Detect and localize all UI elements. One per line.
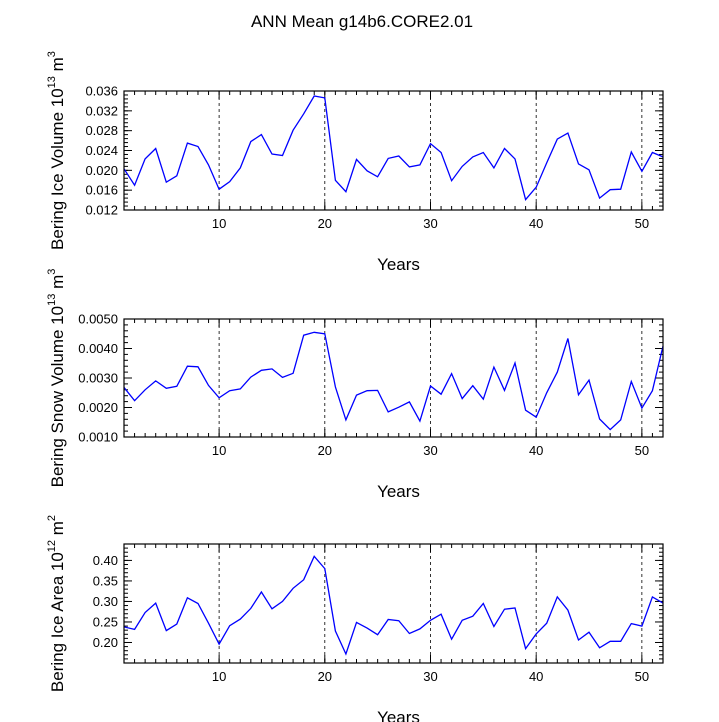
x-tick-label: 40 xyxy=(529,443,543,458)
x-tick-label: 50 xyxy=(635,443,649,458)
plot-frame xyxy=(123,318,664,438)
x-tick-label: 50 xyxy=(635,216,649,231)
y-tick-label: 0.0050 xyxy=(78,312,118,327)
y-axis-label: Bering Snow Volume 1013 m3 xyxy=(46,269,67,488)
chart-title: ANN Mean g14b6.CORE2.01 xyxy=(251,12,473,31)
x-tick-label: 30 xyxy=(423,216,437,231)
y-axis-label-text: Bering Snow Volume 10 xyxy=(48,306,67,487)
y-axis-label-unit: m xyxy=(48,521,67,540)
y-tick-label: 0.0010 xyxy=(78,430,118,445)
y-tick-label: 0.020 xyxy=(85,163,118,178)
y-tick-label: 0.032 xyxy=(85,103,118,118)
y-tick-label: 0.25 xyxy=(93,614,118,629)
y-tick-label: 0.016 xyxy=(85,183,118,198)
y-axis-label: Bering Ice Volume 1013 m3 xyxy=(46,51,67,250)
series-line xyxy=(123,331,664,431)
y-tick-label: 0.30 xyxy=(93,594,118,609)
y-tick-label: 0.028 xyxy=(85,123,118,138)
plot-frame xyxy=(123,90,664,211)
chart-panel-3: 10 20 30 40 50 0.20 0.25 0.30 0.35 0.40 Years Berin… xyxy=(46,515,664,722)
x-tick-label: 30 xyxy=(423,443,437,458)
x-tick-label: 20 xyxy=(318,216,332,231)
chart-panel-2: 10 20 30 40 50 0.0010 0.0020 0.0030 0.0040 0.0050… xyxy=(46,269,664,501)
x-tick-label: 40 xyxy=(529,216,543,231)
x-tick-label: 30 xyxy=(423,669,437,684)
panels: 10 20 30 40 50 0.012 0.016 0.020 0.024 0.028 0.032… xyxy=(46,51,664,722)
x-tick-label: 40 xyxy=(529,669,543,684)
x-tick-label: 10 xyxy=(212,669,226,684)
series-line xyxy=(123,555,664,656)
x-tick-label: 10 xyxy=(212,216,226,231)
y-tick-label: 0.012 xyxy=(85,203,118,218)
y-axis-label-exponent: 13 xyxy=(46,76,58,88)
y-axis-label-unit: m xyxy=(48,275,67,294)
y-axis-label-text: Bering Ice Volume 10 xyxy=(48,88,67,250)
y-tick-label: 0.036 xyxy=(85,84,118,99)
y-axis-label-unit: m xyxy=(48,57,67,76)
y-axis-label-exponent: 13 xyxy=(46,294,58,306)
x-tick-label: 50 xyxy=(635,669,649,684)
y-axis-label-exponent: 12 xyxy=(46,540,58,552)
x-tick-label: 20 xyxy=(318,443,332,458)
y-axis-label-unit-exponent: 3 xyxy=(46,269,58,275)
x-tick-label: 10 xyxy=(212,443,226,458)
x-tick-label: 20 xyxy=(318,669,332,684)
y-tick-label: 0.0030 xyxy=(78,371,118,386)
x-axis-label: Years xyxy=(377,482,420,501)
y-axis-label-unit-exponent: 2 xyxy=(46,515,58,521)
chart-panel-1: 10 20 30 40 50 0.012 0.016 0.020 0.024 0.028 0.032… xyxy=(46,51,664,274)
x-axis-label: Years xyxy=(377,708,420,722)
x-axis-label: Years xyxy=(377,255,420,274)
y-axis-label-text: Bering Ice Area 10 xyxy=(48,552,67,692)
y-tick-label: 0.35 xyxy=(93,573,118,588)
y-tick-label: 0.0040 xyxy=(78,341,118,356)
y-axis-label: Bering Ice Area 1012 m2 xyxy=(46,515,67,692)
y-tick-label: 0.40 xyxy=(93,553,118,568)
plot-frame xyxy=(123,543,664,664)
series-line xyxy=(123,95,664,201)
y-axis-label-unit-exponent: 3 xyxy=(46,51,58,57)
y-tick-label: 0.0020 xyxy=(78,400,118,415)
y-tick-label: 0.024 xyxy=(85,143,118,158)
y-tick-label: 0.20 xyxy=(93,635,118,650)
